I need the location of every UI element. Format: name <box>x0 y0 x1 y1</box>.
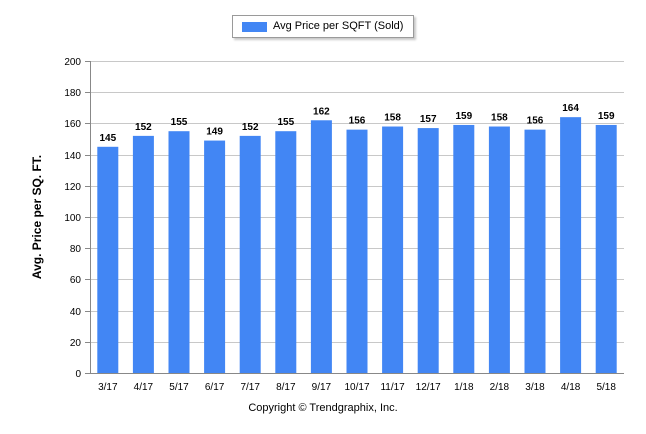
data-label: 155 <box>277 117 294 128</box>
data-label: 156 <box>527 116 544 127</box>
x-tick-label: 10/17 <box>344 382 369 393</box>
y-tick-label: 160 <box>64 119 81 130</box>
legend-label: Avg Price per SQFT (Sold) <box>273 20 404 32</box>
data-label: 162 <box>313 106 330 117</box>
bar-4/18 <box>560 117 582 373</box>
x-tick-label: 4/18 <box>561 382 581 393</box>
y-tick-label: 180 <box>64 88 81 99</box>
x-tick-label: 4/17 <box>134 382 154 393</box>
bar-5/18 <box>595 124 617 374</box>
axes <box>85 61 624 374</box>
data-label: 149 <box>206 127 223 138</box>
x-tick-label: 9/17 <box>312 382 332 393</box>
x-tick-label: 6/17 <box>205 382 225 393</box>
data-label: 164 <box>562 103 579 114</box>
y-tick-label: 100 <box>64 213 81 224</box>
x-tick-labels: 3/17 4/17 5/17 6/17 7/17 8/17 9/17 10/17 11/17 12… <box>98 382 616 393</box>
bar-4/17 <box>132 135 154 373</box>
data-label: 152 <box>135 122 152 133</box>
x-tick-label: 12/17 <box>416 382 441 393</box>
data-label: 159 <box>455 111 472 122</box>
x-tick-label: 1/18 <box>454 382 474 393</box>
bar-2/18 <box>488 126 510 374</box>
x-tick-label: 5/17 <box>169 382 189 393</box>
y-tick-label: 0 <box>75 369 81 380</box>
x-tick-label: 11/17 <box>380 382 405 393</box>
data-label: 145 <box>99 133 116 144</box>
x-tick-label: 5/18 <box>596 382 616 393</box>
y-tick-label: 120 <box>64 182 81 193</box>
y-tick-label: 20 <box>70 338 82 349</box>
data-labels: 145 152 155 149 152 155 162 156 158 157 159 158 156 1… <box>99 103 615 144</box>
data-label: 156 <box>349 116 366 127</box>
y-tick-label: 40 <box>70 307 82 318</box>
chart-legend: Avg Price per SQFT (Sold) <box>232 15 414 38</box>
x-tick-label: 7/17 <box>240 382 260 393</box>
data-label: 152 <box>242 122 259 133</box>
x-tick-label: 8/17 <box>276 382 296 393</box>
bar-5/17 <box>168 131 190 373</box>
bar-9/17 <box>310 120 332 373</box>
bar-3/17 <box>97 146 119 373</box>
bar-8/17 <box>275 131 297 373</box>
x-tick-label: 3/18 <box>525 382 545 393</box>
data-label: 159 <box>598 111 615 122</box>
y-tick-label: 80 <box>70 244 82 255</box>
y-tick-label: 140 <box>64 151 81 162</box>
bar-7/17 <box>239 135 261 373</box>
data-label: 158 <box>491 113 508 124</box>
legend-swatch <box>242 22 267 32</box>
bar-6/17 <box>204 140 226 373</box>
bar-3/18 <box>524 129 546 373</box>
data-label: 158 <box>384 113 401 124</box>
data-label: 155 <box>171 117 188 128</box>
data-label: 157 <box>420 114 437 125</box>
bar-11/17 <box>382 126 404 374</box>
bar-10/17 <box>346 129 368 373</box>
x-tick-label: 3/17 <box>98 382 118 393</box>
copyright-text: Copyright © Trendgraphix, Inc. <box>248 402 398 414</box>
y-tick-label: 200 <box>64 57 81 68</box>
x-tick-label: 2/18 <box>490 382 510 393</box>
bar-12/17 <box>417 128 439 373</box>
bar-1/18 <box>453 124 475 374</box>
bar-chart: 0 20 40 60 80 100 120 140 160 180 200 145 152 155 149… <box>64 57 624 393</box>
bars <box>97 117 617 374</box>
y-tick-labels: 0 20 40 60 80 100 120 140 160 180 200 <box>64 57 81 380</box>
y-tick-label: 60 <box>70 275 82 286</box>
